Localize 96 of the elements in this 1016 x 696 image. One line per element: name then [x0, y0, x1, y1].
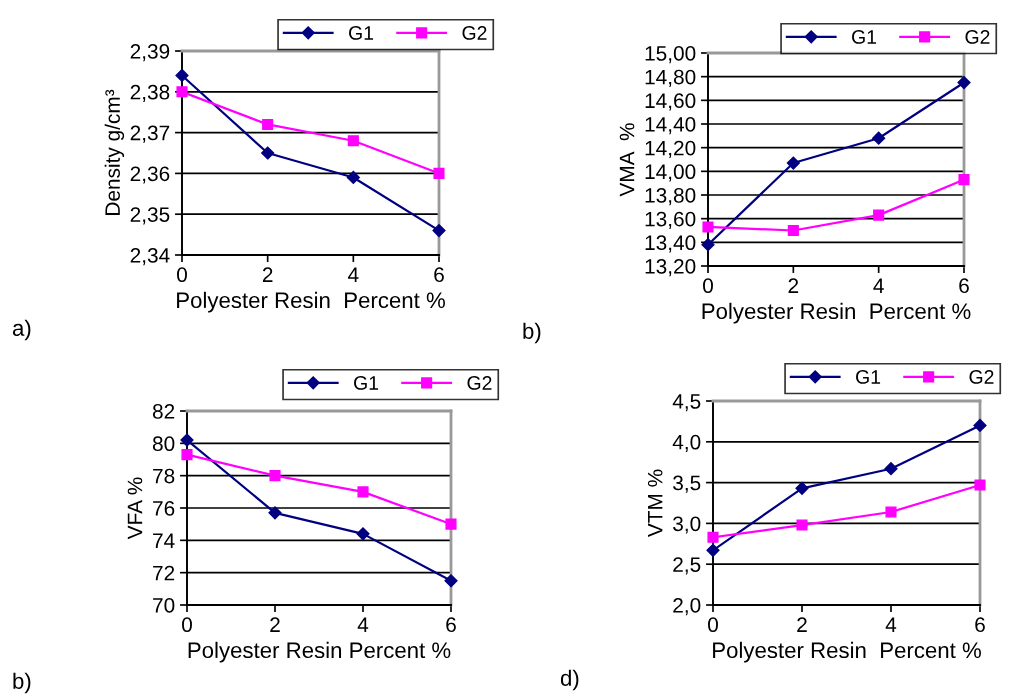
y-tick-label: 3,5 [673, 475, 701, 493]
point [786, 156, 800, 170]
legend-label: G1 [349, 26, 374, 40]
y-tick-label: 3,0 [673, 516, 701, 534]
point [796, 519, 808, 531]
y-tick-label: 13,80 [645, 188, 696, 206]
y-tick-label: 70 [153, 598, 175, 613]
point [787, 224, 799, 237]
point [181, 449, 193, 461]
y-tick-label: 13,40 [645, 235, 696, 253]
legend-label: G2 [462, 26, 487, 40]
x-tick-label: 0 [177, 267, 187, 283]
point [444, 574, 458, 588]
point [701, 238, 715, 252]
y-tick-label: 4,5 [672, 394, 701, 412]
point [432, 223, 446, 238]
x-axis-title: Polyester Resin Percent % [702, 302, 971, 324]
x-tick-label: 2 [788, 278, 799, 293]
point [268, 506, 282, 520]
point [445, 518, 457, 530]
y-tick-label: 14,40 [645, 117, 696, 135]
point [180, 433, 194, 447]
point [262, 118, 274, 130]
y-tick-label: 4,0 [672, 434, 701, 453]
y-tick-label: 2,37 [130, 125, 170, 143]
x-tick-label: 0 [182, 617, 192, 633]
y-tick-label: 72 [153, 565, 175, 581]
y-tick-label: 14,00 [645, 164, 696, 182]
x-tick-label: 0 [703, 278, 713, 294]
legend-label: G2 [965, 30, 990, 44]
y-axis-title: VFA % [127, 477, 143, 540]
point [973, 418, 987, 433]
legend-label: G1 [856, 370, 881, 384]
y-tick-label: 2,39 [130, 44, 170, 62]
point [873, 209, 885, 221]
y-axis-title: VMA % [619, 123, 635, 197]
y-tick-label: 2,35 [130, 207, 170, 225]
y-tick-label: 2,5 [673, 557, 701, 575]
x-tick-label: 2 [270, 617, 280, 632]
x-tick-label: 4 [873, 278, 884, 293]
y-tick-label: 82 [152, 404, 175, 419]
point [885, 506, 897, 518]
y-tick-label: 14,60 [645, 93, 696, 111]
text: b) [523, 322, 541, 344]
y-tick-label: 13,20 [645, 259, 696, 277]
point [356, 527, 370, 541]
x-axis-title: Polyester Resin Percent % [188, 641, 451, 663]
y-tick-label: 78 [153, 468, 175, 484]
x-tick-label: 6 [434, 267, 444, 283]
x-tick-label: 4 [357, 617, 369, 632]
point [346, 170, 360, 185]
y-tick-label: 76 [153, 501, 175, 516]
point [974, 479, 986, 491]
x-axis-title: Polyester Resin Percent % [713, 641, 981, 663]
y-tick-label: 2,38 [130, 84, 170, 103]
y-tick-label: 14,80 [645, 69, 696, 87]
point [261, 146, 275, 160]
point [707, 531, 719, 543]
point [433, 167, 445, 179]
x-tick-label: 4 [348, 267, 359, 282]
y-axis-title: VTM % [647, 469, 663, 538]
y-tick-label: 14,20 [645, 140, 696, 158]
legend-label: G2 [467, 376, 492, 390]
text: d) [560, 669, 579, 691]
x-axis-title: Polyester Resin Percent % [177, 291, 445, 313]
legend-label: G1 [354, 376, 379, 390]
point [269, 470, 281, 482]
legend-label: G1 [852, 30, 877, 44]
x-tick-label: 6 [959, 278, 969, 294]
y-tick-label: 74 [153, 533, 175, 548]
point [795, 481, 809, 495]
y-tick-label: 15,00 [645, 46, 696, 64]
point [702, 221, 714, 233]
y-tick-label: 80 [152, 436, 175, 452]
point [872, 131, 886, 145]
x-tick-label: 2 [262, 267, 273, 282]
y-axis-title: Density g/cm³ [104, 89, 125, 215]
point [347, 135, 359, 147]
x-tick-label: 6 [975, 617, 985, 633]
point [175, 68, 189, 83]
point [357, 486, 369, 498]
x-tick-label: 6 [446, 617, 456, 633]
y-tick-label: 2,36 [130, 166, 170, 184]
text: b) [13, 672, 31, 694]
legend-label: G2 [969, 370, 994, 384]
point [958, 174, 970, 186]
y-tick-label: 13,60 [645, 211, 696, 229]
point [884, 462, 898, 476]
point [957, 75, 971, 90]
x-tick-label: 4 [885, 617, 897, 632]
x-tick-label: 0 [708, 617, 718, 633]
point [706, 543, 720, 557]
text: a) [12, 319, 31, 341]
y-tick-label: 2,0 [673, 598, 701, 616]
x-tick-label: 2 [797, 617, 807, 632]
y-tick-label: 2,34 [130, 248, 170, 266]
